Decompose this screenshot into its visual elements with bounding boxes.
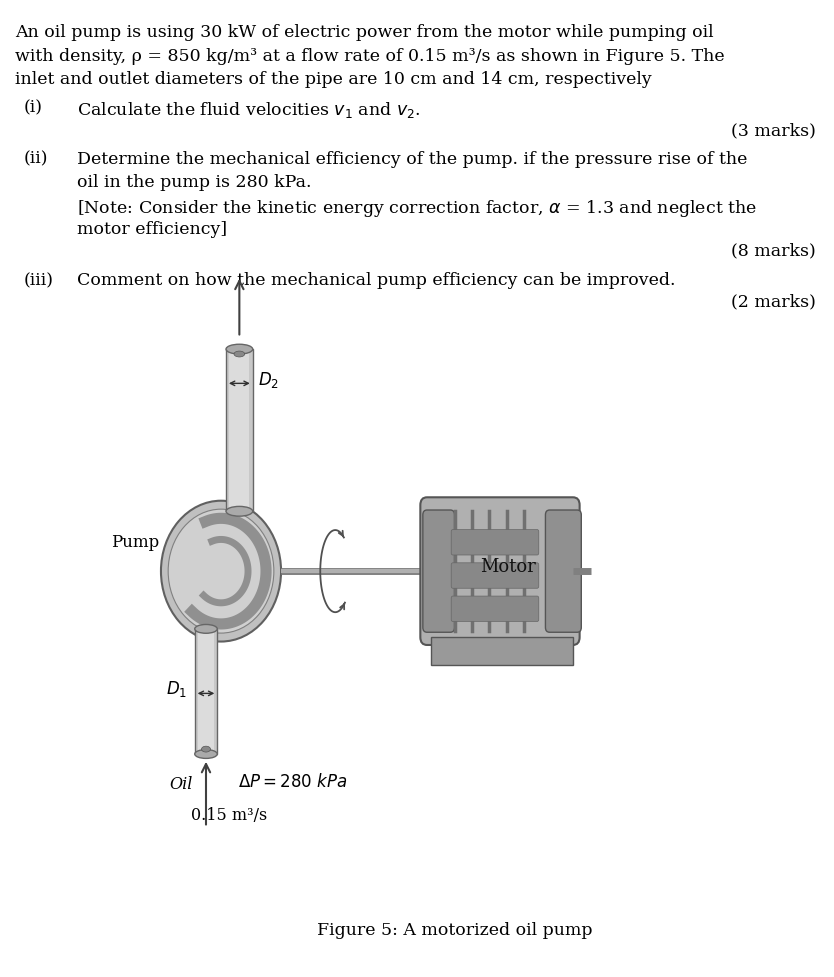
FancyBboxPatch shape bbox=[423, 510, 455, 633]
FancyBboxPatch shape bbox=[451, 596, 539, 622]
Ellipse shape bbox=[195, 625, 217, 634]
Ellipse shape bbox=[202, 746, 210, 752]
Text: Calculate the fluid velocities $\mathit{v_1}$ and $\mathit{v_2}$.: Calculate the fluid velocities $\mathit{… bbox=[77, 100, 420, 119]
Text: 0.15 m³/s: 0.15 m³/s bbox=[190, 806, 267, 824]
FancyBboxPatch shape bbox=[226, 350, 253, 512]
Text: Motor: Motor bbox=[480, 558, 536, 575]
FancyBboxPatch shape bbox=[229, 350, 249, 512]
FancyBboxPatch shape bbox=[420, 498, 580, 646]
Text: (iii): (iii) bbox=[23, 272, 53, 288]
Ellipse shape bbox=[226, 345, 253, 355]
Text: inlet and outlet diameters of the pipe are 10 cm and 14 cm, respectively: inlet and outlet diameters of the pipe a… bbox=[15, 71, 651, 88]
Text: with density, ρ = 850 kg/m³ at a flow rate of 0.15 m³/s as shown in Figure 5. Th: with density, ρ = 850 kg/m³ at a flow ra… bbox=[15, 48, 725, 64]
Text: Oil: Oil bbox=[169, 775, 193, 792]
Text: (i): (i) bbox=[23, 100, 43, 116]
Text: Comment on how the mechanical pump efficiency can be improved.: Comment on how the mechanical pump effic… bbox=[77, 272, 676, 288]
Text: (ii): (ii) bbox=[23, 150, 48, 167]
Text: $\Delta P = 280\ kPa$: $\Delta P = 280\ kPa$ bbox=[238, 773, 348, 790]
Text: An oil pump is using 30 kW of electric power from the motor while pumping oil: An oil pump is using 30 kW of electric p… bbox=[15, 24, 714, 41]
Text: [Note: Consider the kinetic energy correction factor, $\mathit{\alpha}$ = 1.3 an: [Note: Consider the kinetic energy corre… bbox=[77, 197, 756, 218]
Circle shape bbox=[161, 501, 281, 642]
FancyBboxPatch shape bbox=[198, 629, 214, 754]
Text: motor efficiency]: motor efficiency] bbox=[77, 221, 227, 237]
FancyBboxPatch shape bbox=[451, 563, 539, 588]
Text: (2 marks): (2 marks) bbox=[731, 293, 816, 310]
FancyBboxPatch shape bbox=[545, 510, 581, 633]
Text: Figure 5: A motorized oil pump: Figure 5: A motorized oil pump bbox=[317, 921, 592, 938]
Text: Determine the mechanical efficiency of the pump. if the pressure rise of the: Determine the mechanical efficiency of t… bbox=[77, 150, 747, 167]
Text: Pump: Pump bbox=[111, 533, 159, 551]
Text: (8 marks): (8 marks) bbox=[731, 242, 816, 259]
Text: $D_2$: $D_2$ bbox=[258, 370, 279, 390]
Text: (3 marks): (3 marks) bbox=[731, 122, 816, 139]
FancyBboxPatch shape bbox=[194, 629, 217, 754]
FancyBboxPatch shape bbox=[451, 530, 539, 555]
Text: oil in the pump is 280 kPa.: oil in the pump is 280 kPa. bbox=[77, 174, 311, 191]
Circle shape bbox=[168, 510, 274, 633]
Text: $D_1$: $D_1$ bbox=[165, 679, 187, 699]
Ellipse shape bbox=[195, 750, 217, 759]
Ellipse shape bbox=[234, 352, 244, 358]
Ellipse shape bbox=[226, 507, 253, 517]
Bar bbox=[431, 638, 573, 665]
